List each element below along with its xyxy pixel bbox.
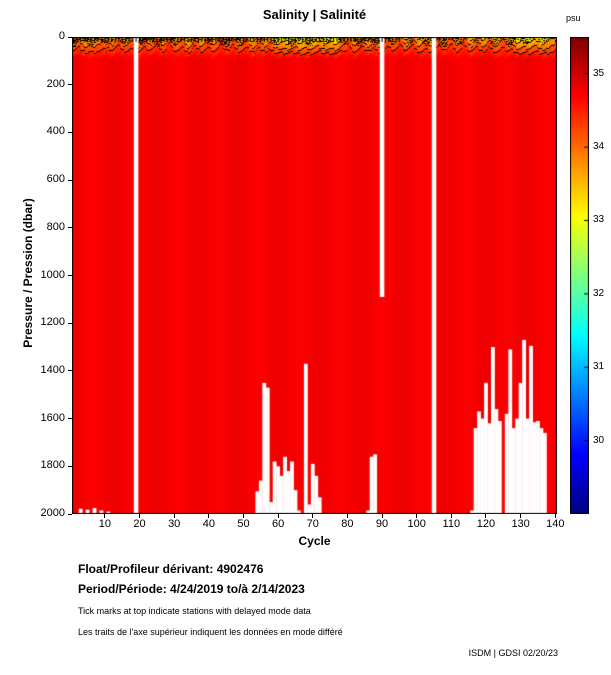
y-tick-mark — [68, 275, 72, 276]
colorbar-tick-label: 31 — [593, 361, 605, 373]
x-tick-mark — [346, 514, 348, 518]
x-axis-label: Cycle — [298, 534, 331, 548]
y-tick-label: 800 — [46, 220, 65, 233]
y-tick-mark — [68, 465, 72, 467]
colorbar-tick-label: 35 — [593, 67, 605, 79]
x-tick-mark — [242, 514, 244, 518]
period-line: Period/Période: 4/24/2019 to/à 2/14/2023 — [78, 582, 305, 596]
y-tick-mark — [68, 513, 72, 515]
float-id-label: Float/Profileur dérivant: — [78, 562, 214, 576]
credit-stamp: ISDM | GDSI 02/20/23 — [468, 648, 558, 658]
y-tick-mark — [68, 36, 72, 38]
y-tick-label: 200 — [46, 77, 65, 90]
x-tick-mark — [312, 514, 314, 518]
y-axis-label: Pressure / Pression (dbar) — [21, 198, 35, 348]
x-tick-mark — [485, 514, 487, 518]
y-tick-label: 1600 — [40, 411, 65, 424]
y-tick-mark — [68, 322, 72, 324]
x-tick-mark — [104, 514, 106, 518]
float-id-value: 4902476 — [216, 562, 264, 576]
period-label: Period/Période: — [78, 582, 167, 596]
x-tick-label: 140 — [546, 518, 565, 530]
x-tick-mark — [173, 514, 175, 518]
x-tick-label: 70 — [306, 518, 319, 530]
salinity-heatmap-canvas — [72, 37, 557, 514]
colorbar-canvas — [570, 37, 589, 514]
chart-title: Salinity | Salinité — [262, 7, 367, 22]
colorbar-tick-label: 34 — [593, 141, 605, 153]
note-french: Les traits de l'axe supérieur indiquent … — [78, 627, 343, 637]
y-tick-label: 1200 — [40, 316, 65, 329]
x-tick-mark — [381, 514, 383, 518]
x-tick-label: 60 — [272, 518, 285, 530]
x-tick-mark — [208, 514, 210, 518]
x-tick-label: 130 — [511, 518, 530, 530]
x-tick-label: 30 — [168, 518, 181, 530]
colorbar-tick-label: 30 — [593, 434, 605, 446]
x-tick-mark — [520, 514, 522, 518]
x-tick-mark — [416, 514, 418, 518]
period-value: 4/24/2019 to/à 2/14/2023 — [170, 582, 305, 596]
y-tick-mark — [68, 84, 72, 86]
x-tick-label: 100 — [407, 518, 426, 530]
colorbar-tick-label: 32 — [593, 287, 605, 299]
colorbar-unit-label: psu — [566, 13, 581, 23]
y-tick-mark — [68, 370, 72, 372]
x-tick-label: 20 — [133, 518, 146, 530]
colorbar-tick-label: 33 — [593, 214, 605, 226]
y-tick-mark — [68, 179, 72, 181]
x-tick-label: 10 — [98, 518, 112, 530]
y-tick-label: 1000 — [40, 268, 65, 281]
x-tick-label: 50 — [237, 518, 250, 530]
y-tick-label: 400 — [46, 125, 65, 138]
y-tick-label: 1800 — [40, 459, 65, 472]
x-tick-mark — [554, 514, 556, 518]
x-tick-label: 40 — [202, 518, 215, 530]
x-tick-label: 120 — [476, 518, 496, 530]
y-tick-label: 2000 — [40, 507, 65, 519]
x-tick-label: 110 — [442, 518, 461, 530]
y-tick-label: 600 — [46, 173, 65, 186]
y-tick-mark — [68, 227, 72, 229]
x-tick-mark — [450, 514, 452, 518]
y-tick-mark — [68, 131, 72, 133]
x-tick-label: 80 — [341, 518, 354, 530]
note-english: Tick marks at top indicate stations with… — [78, 606, 311, 616]
y-tick-label: 0 — [58, 30, 65, 42]
x-tick-mark — [139, 514, 141, 518]
x-tick-label: 90 — [375, 518, 389, 530]
y-tick-label: 1400 — [40, 363, 65, 376]
float-id-line: Float/Profileur dérivant: 4902476 — [78, 562, 263, 576]
y-tick-mark — [68, 418, 72, 420]
x-tick-mark — [277, 514, 279, 518]
